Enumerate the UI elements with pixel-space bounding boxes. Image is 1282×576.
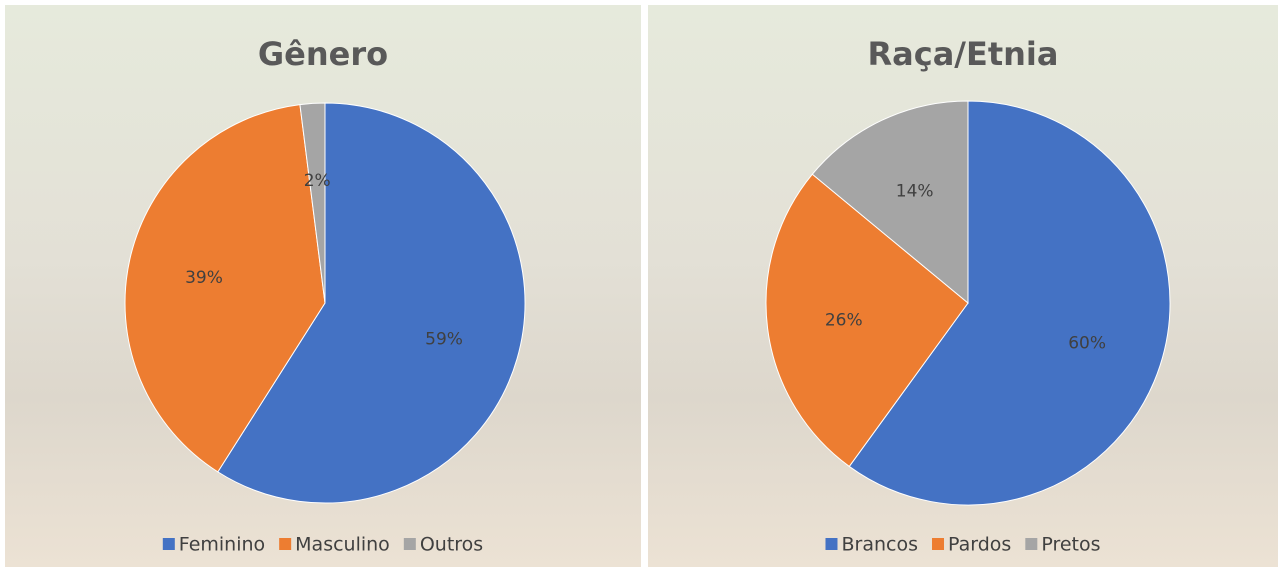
- chart: Gênero 59% 39% 2% Feminino Masculino Outros Raç…: [0, 0, 1282, 572]
- legend-swatch: [279, 538, 291, 550]
- legend-label: Masculino: [295, 534, 390, 556]
- chart-title: Gênero: [258, 35, 388, 73]
- legend-swatch: [1025, 538, 1037, 550]
- data-label: 14%: [896, 182, 934, 202]
- data-label: 60%: [1068, 334, 1106, 354]
- chart-title: Raça/Etnia: [868, 35, 1059, 73]
- data-label: 26%: [825, 311, 863, 331]
- legend-swatch: [404, 538, 416, 550]
- legend-swatch: [932, 538, 944, 550]
- legend-label: Pardos: [948, 534, 1011, 556]
- legend: Feminino Masculino Outros: [163, 534, 483, 556]
- data-label: 59%: [425, 330, 463, 350]
- legend-label: Feminino: [179, 534, 265, 556]
- legend-label: Brancos: [841, 534, 918, 556]
- legend-swatch: [163, 538, 175, 550]
- data-label: 39%: [185, 268, 223, 288]
- data-label: 2%: [304, 171, 331, 191]
- page: {"chart_data": [ {"type": "pie", "title"…: [0, 0, 1282, 572]
- legend-label: Pretos: [1041, 534, 1100, 556]
- legend: Brancos Pardos Pretos: [825, 534, 1100, 556]
- legend-label: Outros: [420, 534, 483, 556]
- legend-swatch: [825, 538, 837, 550]
